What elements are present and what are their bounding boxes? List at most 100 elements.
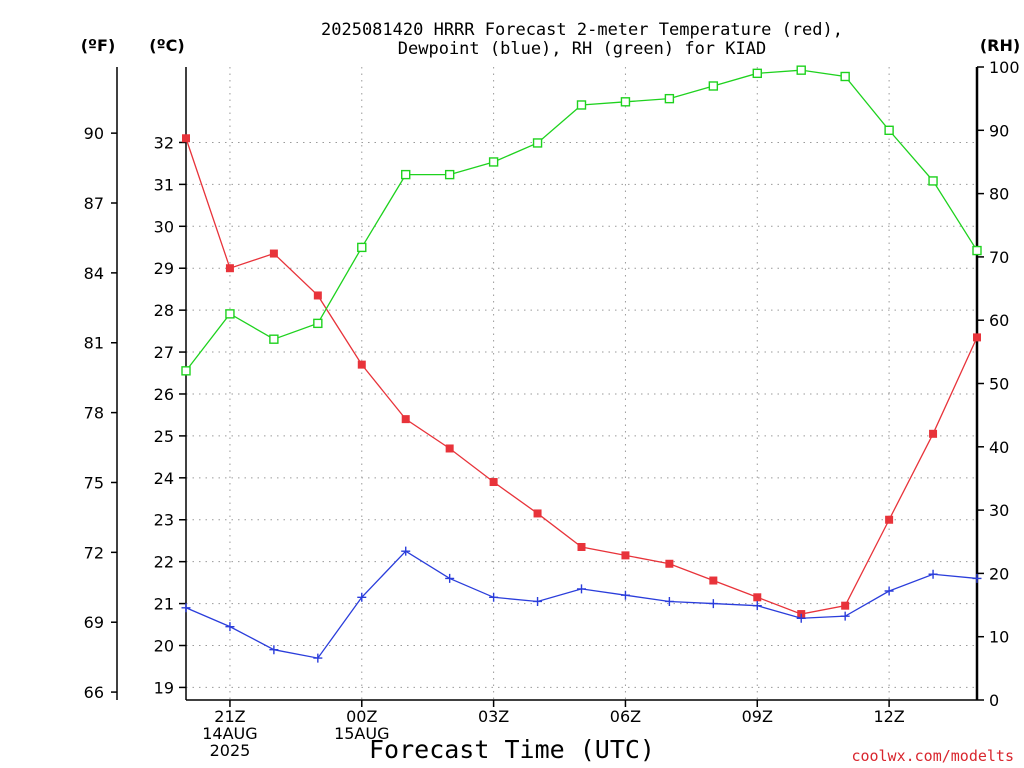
fahrenheit-tick-label: 66 xyxy=(84,683,104,702)
rh-point xyxy=(576,100,587,110)
chart-title-line1: 2025081420 HRRR Forecast 2-meter Tempera… xyxy=(321,20,843,40)
x-axis-label: Forecast Time (UTC) xyxy=(369,735,655,764)
x-tick-label: 00Z xyxy=(346,707,377,726)
rh-tick-label: 30 xyxy=(989,501,1009,520)
fahrenheit-tick-label: 75 xyxy=(84,473,104,492)
temperature-point xyxy=(665,559,674,568)
rh-point xyxy=(884,125,894,136)
dewpoint-point xyxy=(620,590,630,600)
fahrenheit-tick-label: 87 xyxy=(84,194,104,213)
rh-point xyxy=(664,93,675,104)
celsius-tick-label: 29 xyxy=(154,259,174,278)
dewpoint-point xyxy=(972,573,982,583)
rh-tick-label: 90 xyxy=(989,121,1009,140)
celsius-tick-label: 27 xyxy=(154,343,174,362)
rh-unit-label: (RH) xyxy=(980,36,1020,55)
celsius-tick-label: 24 xyxy=(154,469,174,488)
dewpoint-point xyxy=(181,603,191,613)
temperature-point xyxy=(841,601,850,610)
dewpoint-point xyxy=(796,613,806,623)
dewpoint-point xyxy=(577,584,586,594)
temperature-point xyxy=(533,509,542,518)
dewpoint-point xyxy=(752,601,762,611)
rh-tick-label: 50 xyxy=(989,375,1009,394)
x-tick-label: 15AUG xyxy=(334,724,389,743)
rh-point xyxy=(972,245,982,256)
rh-point xyxy=(444,169,455,180)
rh-point xyxy=(708,81,719,91)
credit-text: coolwx.com/modelts xyxy=(851,747,1014,765)
rh-point xyxy=(532,138,543,148)
temperature-point xyxy=(709,576,718,585)
rh-point xyxy=(488,157,499,167)
celsius-tick-label: 26 xyxy=(154,385,174,404)
rh-tick-label: 70 xyxy=(989,248,1009,267)
rh-point xyxy=(225,309,235,319)
celsius-tick-label: 31 xyxy=(154,175,174,194)
temperature-point xyxy=(269,249,278,258)
rh-tick-label: 80 xyxy=(989,185,1009,204)
fahrenheit-tick-label: 69 xyxy=(84,613,104,632)
dewpoint-point xyxy=(533,596,543,606)
fahrenheit-tick-label: 72 xyxy=(84,543,104,562)
x-tick-label: 06Z xyxy=(610,707,641,726)
fahrenheit-tick-label: 81 xyxy=(84,334,104,353)
dewpoint-point xyxy=(840,611,850,621)
rh-point xyxy=(269,334,279,344)
rh-point xyxy=(313,318,323,329)
x-tick-label: 2025 xyxy=(210,741,251,760)
rh-point xyxy=(357,242,367,253)
dewpoint-point xyxy=(489,592,499,602)
x-tick-label: 09Z xyxy=(742,707,773,726)
chart-title-line2: Dewpoint (blue), RH (green) for KIAD xyxy=(398,39,766,59)
rh-point xyxy=(752,68,762,79)
x-tick-label: 12Z xyxy=(873,707,904,726)
celsius-tick-label: 28 xyxy=(154,301,174,320)
celsius-tick-label: 23 xyxy=(154,511,174,530)
axes: 19 20 21 22 23 24 25 26 27 28 29 30 31 32 66 69 72 75 78 81… xyxy=(84,58,1020,760)
x-tick-label: 14AUG xyxy=(202,724,257,743)
fahrenheit-tick-label: 90 xyxy=(84,124,104,143)
temperature-point xyxy=(621,551,630,560)
celsius-tick-label: 30 xyxy=(154,217,174,236)
temperature-point xyxy=(885,515,894,524)
dewpoint-point xyxy=(664,596,674,606)
rh-point xyxy=(620,97,631,107)
rh-point xyxy=(928,176,938,186)
celsius-tick-label: 19 xyxy=(154,678,174,697)
dewpoint-point xyxy=(357,592,367,602)
dewpoint-point xyxy=(313,653,323,663)
rh-tick-label: 60 xyxy=(989,311,1009,330)
rh-point xyxy=(181,366,191,376)
rh-tick-label: 100 xyxy=(989,58,1020,77)
temperature-point xyxy=(225,264,234,273)
celsius-tick-label: 32 xyxy=(154,133,174,152)
temperature-line xyxy=(185,138,978,615)
gridlines xyxy=(186,67,977,700)
temperature-point xyxy=(182,134,190,143)
temperature-point xyxy=(489,478,498,487)
rh-point xyxy=(796,65,806,75)
dewpoint-point xyxy=(225,622,235,632)
temperature-point xyxy=(401,415,410,424)
rh-tick-label: 20 xyxy=(989,564,1009,583)
rh-point xyxy=(401,169,411,180)
celsius-tick-label: 22 xyxy=(154,553,174,572)
dewpoint-point xyxy=(445,573,455,583)
rh-tick-label: 0 xyxy=(989,691,999,710)
x-tick-label: 21Z xyxy=(214,707,245,726)
dewpoint-point xyxy=(708,599,718,609)
temperature-point xyxy=(973,333,981,342)
dewpoint-point xyxy=(884,586,894,596)
fahrenheit-tick-label: 78 xyxy=(84,404,104,423)
temperature-point xyxy=(357,360,366,369)
rh-line xyxy=(185,69,978,372)
celsius-unit-label: (ºC) xyxy=(149,36,184,55)
dewpoint-point xyxy=(269,645,279,655)
temperature-point xyxy=(445,444,454,453)
rh-tick-label: 40 xyxy=(989,438,1009,457)
temperature-point xyxy=(313,291,322,300)
series-lines xyxy=(181,65,982,663)
dewpoint-point xyxy=(401,546,411,556)
